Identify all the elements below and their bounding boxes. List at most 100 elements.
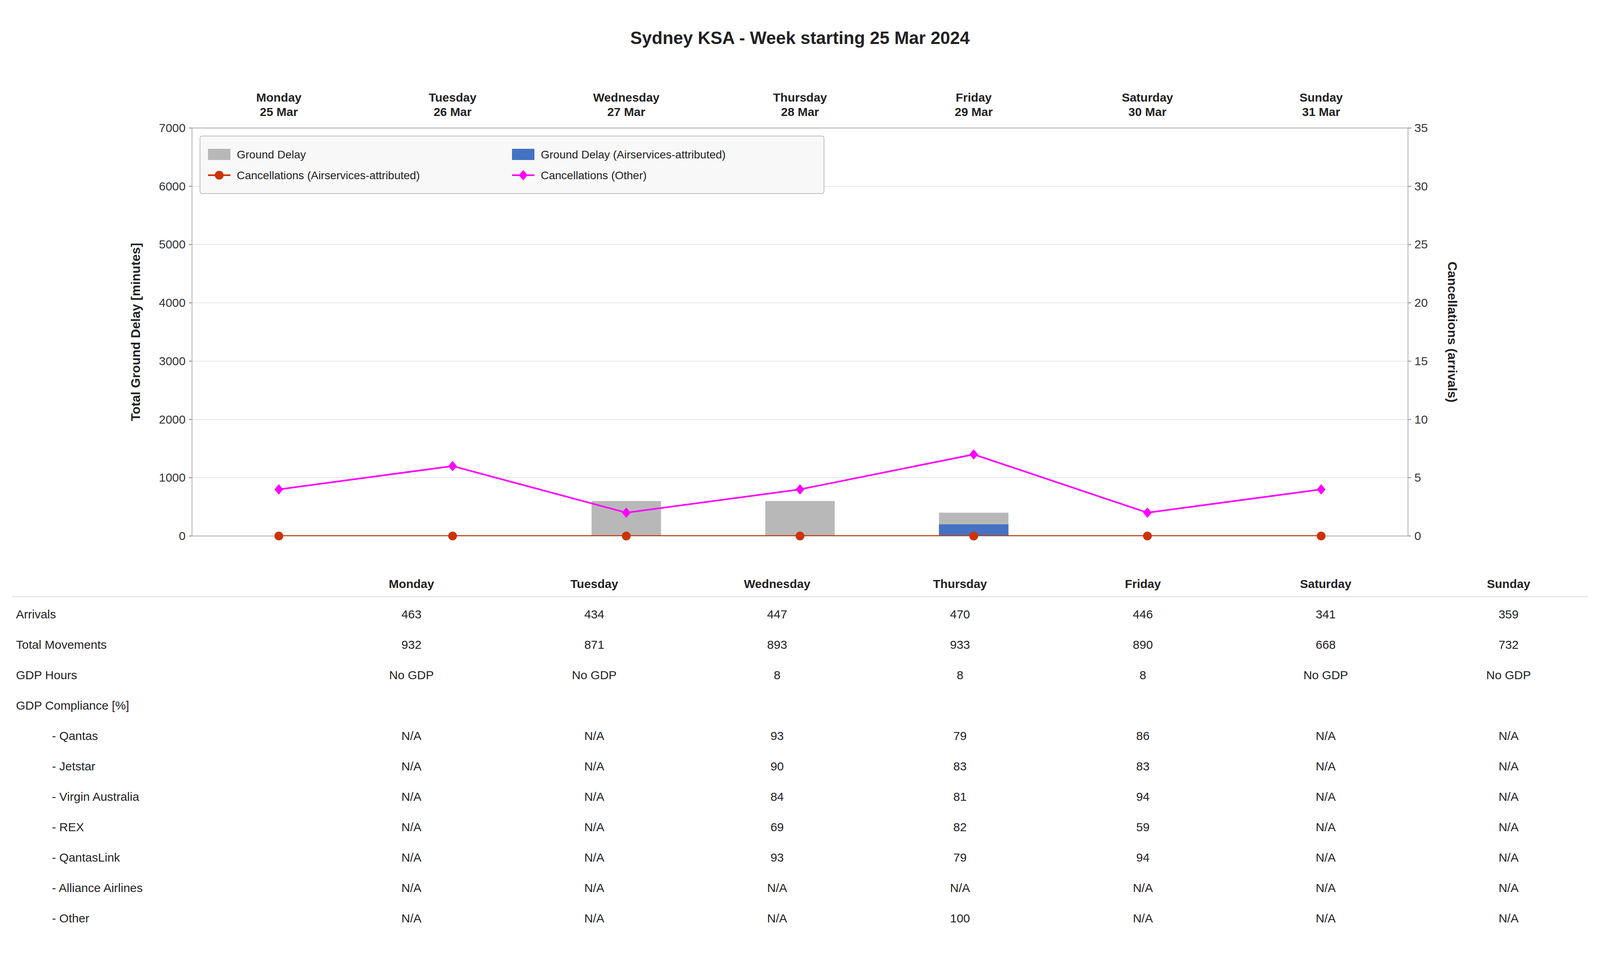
table-cell: N/A — [584, 911, 605, 925]
y-axis-label: Total Ground Delay [minutes] — [128, 242, 143, 422]
table-row-label: Total Movements — [16, 638, 107, 652]
marker — [795, 484, 805, 495]
table-cell: No GDP — [1486, 668, 1532, 682]
marker — [1143, 507, 1152, 518]
marker — [969, 449, 978, 460]
y-tick-label: 0 — [178, 529, 186, 543]
table-cell: 82 — [953, 820, 967, 834]
table-cell: 470 — [950, 607, 970, 621]
table-cell: 86 — [1136, 729, 1150, 743]
table-cell: N/A — [1498, 759, 1519, 773]
y-tick — [188, 535, 192, 537]
table-cell: N/A — [401, 881, 422, 895]
table-cell: No GDP — [389, 668, 434, 682]
table-cell: N/A — [1315, 881, 1336, 895]
table-cell: 69 — [770, 820, 784, 834]
table-cell: N/A — [767, 911, 788, 925]
table-cell: 94 — [1136, 790, 1150, 804]
table-cell: 59 — [1136, 820, 1150, 834]
x-tick-label: Sunday31 Mar — [1299, 90, 1344, 119]
table-row-label: - Qantas — [52, 729, 98, 743]
x-tick-label: Saturday30 Mar — [1121, 90, 1174, 119]
table-cell: No GDP — [572, 668, 617, 682]
y-tick-label: 1000 — [158, 470, 186, 484]
legend-frame — [200, 136, 824, 194]
table-row-label: GDP Hours — [16, 668, 78, 682]
table-cell: N/A — [584, 820, 605, 834]
y-tick-label: 6000 — [158, 179, 186, 193]
y2-tick-label: 5 — [1414, 470, 1422, 484]
x-tick-label-line: Sunday — [1299, 90, 1344, 104]
x-tick-label-line: Saturday — [1121, 90, 1174, 104]
table-cell: 79 — [953, 729, 967, 743]
title: Sydney KSA - Week starting 25 Mar 2024 — [630, 28, 970, 48]
x-tick-label-line: Tuesday — [428, 90, 477, 104]
table-cell: 94 — [1136, 850, 1150, 864]
table-cell: 100 — [950, 911, 970, 925]
legend-label: Ground Delay (Airservices-attributed) — [540, 148, 726, 161]
table-cell: N/A — [1315, 850, 1336, 864]
y2-tick — [1408, 477, 1412, 479]
y-tick — [188, 477, 192, 479]
y2-tick — [1408, 360, 1412, 362]
table-cell: N/A — [1315, 759, 1336, 773]
x-tick-label-line: 25 Mar — [260, 105, 298, 119]
table-cell: N/A — [1315, 790, 1336, 804]
marker — [274, 484, 284, 495]
x-tick-label-line: 31 Mar — [1302, 105, 1340, 119]
x-tick-label: Friday29 Mar — [954, 90, 993, 119]
table-row-label: - Virgin Australia — [52, 790, 140, 804]
grid-line — [192, 419, 1408, 420]
table-row-label: - QantasLink — [52, 850, 121, 864]
table-cell: 81 — [953, 790, 967, 804]
marker — [274, 531, 284, 541]
marker — [622, 507, 631, 518]
table-cell: 341 — [1315, 607, 1336, 621]
y-tick — [188, 244, 192, 246]
table-row-label: - Alliance Airlines — [52, 881, 143, 895]
x-tick-label: Tuesday26 Mar — [428, 90, 477, 119]
table-cell: 84 — [770, 790, 784, 804]
table-cell: N/A — [767, 881, 788, 895]
table-cell: N/A — [401, 790, 422, 804]
y-tick — [188, 360, 192, 362]
table-cell: 83 — [1136, 759, 1150, 773]
x-tick-label-line: Friday — [955, 90, 992, 104]
table-header: Saturday — [1300, 577, 1352, 591]
x-tick-label-line: Wednesday — [593, 90, 660, 104]
table-row-label: - Jetstar — [52, 759, 96, 773]
x-tick-label-line: 27 Mar — [607, 105, 646, 119]
y-tick-label: 7000 — [158, 121, 186, 135]
table-cell: 93 — [770, 729, 784, 743]
table-cell: N/A — [584, 759, 605, 773]
y2-tick-label: 15 — [1414, 354, 1428, 368]
table-cell: N/A — [1315, 820, 1336, 834]
y-tick — [188, 419, 192, 420]
table-header: Monday — [388, 577, 435, 591]
y2-tick — [1408, 244, 1412, 246]
y-tick-label: 4000 — [158, 296, 186, 310]
table-cell: N/A — [401, 911, 422, 925]
legend-label: Cancellations (Other) — [540, 169, 647, 182]
table-cell: N/A — [401, 729, 422, 743]
table-cell: 463 — [401, 607, 422, 621]
y2-tick — [1408, 186, 1412, 187]
marker — [1316, 484, 1326, 495]
table-header: Friday — [1124, 577, 1161, 591]
table-cell: 871 — [584, 638, 605, 652]
table-cell: 933 — [950, 638, 970, 652]
plot-frame — [192, 128, 1408, 536]
table-cell: N/A — [1498, 850, 1519, 864]
y2-tick-label: 35 — [1414, 121, 1428, 135]
y2-tick — [1408, 127, 1412, 129]
table-cell: N/A — [584, 850, 605, 864]
table-cell: N/A — [1132, 911, 1153, 925]
table-cell: N/A — [950, 881, 970, 895]
table-cell: N/A — [1498, 911, 1519, 925]
x-tick-label-line: 29 Mar — [954, 105, 993, 119]
table-cell: N/A — [584, 729, 605, 743]
y2-axis-label: Cancellations (arrivals) — [1445, 261, 1460, 403]
marker — [448, 531, 457, 541]
table-cell: N/A — [1132, 881, 1153, 895]
y2-tick-label: 30 — [1414, 179, 1428, 193]
